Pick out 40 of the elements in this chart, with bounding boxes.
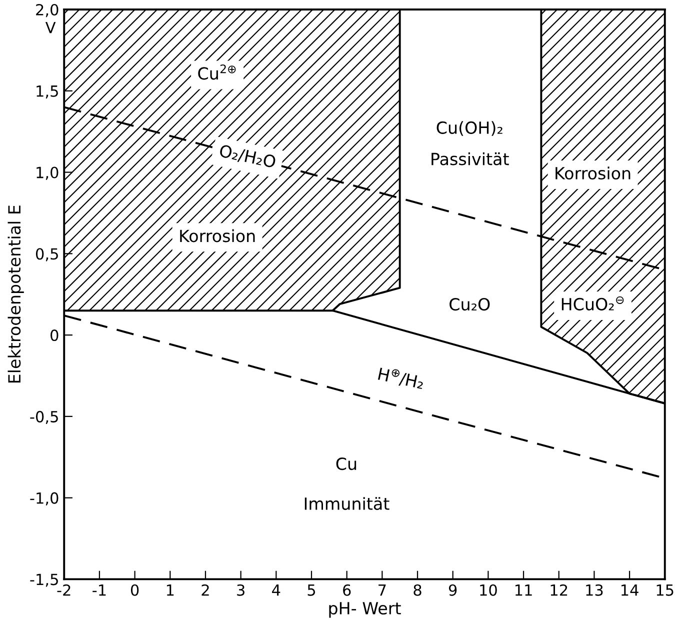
- x-tick-label: 8: [414, 584, 422, 596]
- x-tick-label: 12: [550, 584, 568, 596]
- y-tick-label: -1,0: [30, 492, 58, 506]
- x-tick-label: 15: [656, 584, 674, 596]
- x-tick-label: 0: [130, 584, 139, 596]
- x-tick-label: 3: [237, 584, 244, 596]
- x-tick-label: 4: [272, 584, 280, 596]
- x-tick-label: 10: [480, 584, 497, 596]
- y-tick-label: 1,5: [36, 86, 58, 98]
- annotation: Immunität: [304, 497, 390, 510]
- annotation: Passivität: [432, 152, 509, 166]
- y-tick-label: -0,5: [30, 410, 58, 424]
- x-tick-label: 11: [515, 584, 532, 596]
- y-tick-label: 2,0: [36, 4, 58, 18]
- x-tick-label: 14: [621, 584, 638, 596]
- x-tick-label: -2: [57, 584, 70, 596]
- x-axis-title: pH- Wert: [329, 602, 401, 618]
- annotation: Korrosion: [556, 166, 630, 180]
- annotation: Korrosion: [180, 229, 255, 242]
- annotation: Cu₂O: [450, 298, 490, 311]
- x-tick-label: 9: [448, 584, 457, 596]
- annotation: HCuO₂$^{⊖}$: [562, 296, 624, 310]
- y-tick-label: 0,5: [36, 248, 58, 262]
- x-tick-label: -1: [92, 584, 106, 596]
- x-tick-label: 7: [378, 584, 386, 596]
- text: V: [45, 22, 56, 34]
- x-tick-label: 5: [308, 584, 316, 596]
- annotation: O₂/H₂O: [218, 144, 276, 170]
- annotation: Cu$^{2⊕}$: [198, 64, 236, 80]
- x-tick-label: 1: [166, 584, 174, 596]
- y-tick-label: -1,5: [30, 574, 58, 587]
- annotation: Cu(OH)₂: [436, 121, 502, 136]
- annotation: Cu: [336, 457, 356, 470]
- x-tick-label: 2: [202, 584, 209, 596]
- y-axis-title: Elektrodenpotential E: [8, 206, 24, 383]
- y-tick-label: 1,0: [36, 166, 58, 180]
- y-tick-label: 0: [50, 330, 58, 342]
- annotation: H$^{⊕}$/H₂: [378, 366, 425, 390]
- x-tick-label: 13: [586, 584, 603, 596]
- x-tick-label: 6: [343, 584, 351, 596]
